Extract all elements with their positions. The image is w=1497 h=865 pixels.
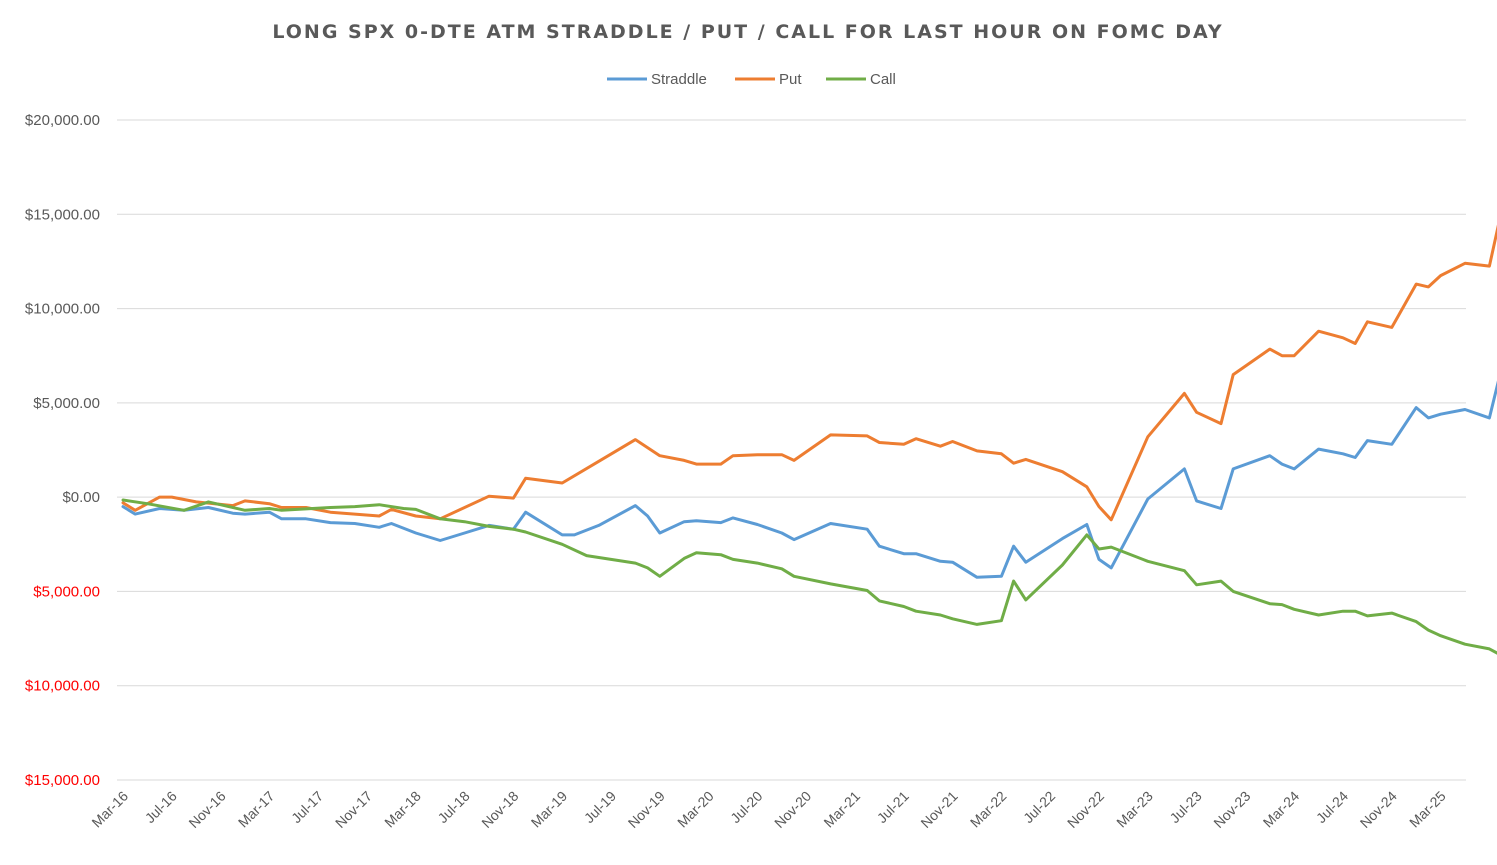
- series-line-call: [121, 498, 1497, 655]
- x-tick-label: Jul-24: [1313, 788, 1351, 826]
- x-tick-label: Nov-22: [1064, 788, 1107, 831]
- x-tick-label: Jul-23: [1166, 788, 1204, 826]
- x-tick-label: Mar-18: [381, 788, 424, 831]
- x-tick-label: Mar-21: [820, 788, 863, 831]
- x-tick-label: Jul-16: [142, 788, 180, 826]
- x-tick-label: Nov-19: [625, 788, 668, 831]
- legend-label-put: Put: [779, 71, 802, 88]
- legend-label-call: Call: [870, 71, 896, 88]
- x-tick-label: Mar-17: [235, 788, 278, 831]
- series-lines: [121, 224, 1497, 655]
- x-tick-label: Nov-18: [478, 788, 521, 831]
- x-tick-label: Mar-20: [674, 788, 717, 831]
- x-tick-label: Mar-19: [528, 788, 571, 831]
- x-tick-label: Jul-17: [288, 788, 326, 826]
- y-tick-label: $15,000.00: [25, 772, 100, 789]
- x-tick-label: Mar-23: [1113, 788, 1156, 831]
- x-tick-label: Mar-25: [1406, 788, 1449, 831]
- y-tick-label: $20,000.00: [25, 112, 100, 129]
- y-tick-label: $10,000.00: [25, 678, 100, 695]
- series-line-straddle: [121, 380, 1497, 579]
- grid: [117, 119, 1466, 781]
- x-tick-label: Nov-17: [332, 788, 375, 831]
- x-tick-label: Mar-16: [88, 788, 131, 831]
- x-tick-label: Mar-22: [967, 788, 1010, 831]
- x-tick-label: Jul-21: [874, 788, 912, 826]
- x-tick-label: Jul-20: [727, 788, 765, 826]
- y-tick-label: $5,000.00: [33, 395, 100, 412]
- legend-label-straddle: Straddle: [651, 71, 707, 88]
- y-tick-label: $15,000.00: [25, 206, 100, 223]
- x-tick-label: Nov-21: [917, 788, 960, 831]
- y-tick-label: $10,000.00: [25, 301, 100, 318]
- series-line-put: [121, 224, 1497, 522]
- x-tick-label: Jul-22: [1020, 788, 1058, 826]
- x-tick-label: Nov-16: [185, 788, 228, 831]
- x-tick-label: Nov-24: [1357, 788, 1400, 831]
- chart-title: LONG SPX 0-DTE ATM STRADDLE / PUT / CALL…: [272, 21, 1223, 43]
- y-axis: $20,000.00 $15,000.00 $10,000.00 $5,000.00 $…: [25, 112, 100, 789]
- x-tick-label: Nov-23: [1210, 788, 1253, 831]
- x-tick-label: Mar-24: [1260, 788, 1303, 831]
- y-tick-label: $0.00: [62, 489, 100, 506]
- x-axis: Mar-16 Jul-16 Nov-16 Mar-17 Jul-17 Nov-17 Mar-…: [88, 788, 1448, 831]
- y-tick-label: $5,000.00: [33, 583, 100, 600]
- x-tick-label: Nov-20: [771, 788, 814, 831]
- x-tick-label: Jul-18: [434, 788, 472, 826]
- legend: Straddle Put Call: [607, 71, 896, 88]
- x-tick-label: Jul-19: [581, 788, 619, 826]
